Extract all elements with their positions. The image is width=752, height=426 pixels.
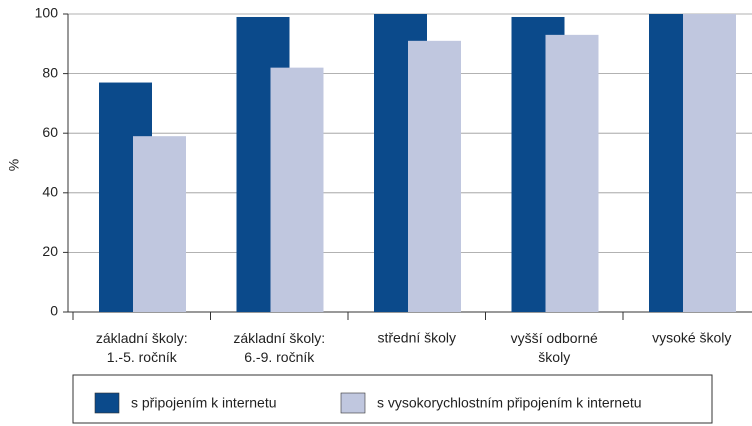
bar <box>133 136 186 312</box>
x-tick-label: vyšší odborné školy <box>511 330 598 365</box>
legend-label: s vysokorychlostním připojením k interne… <box>377 395 642 411</box>
y-tick-label: 0 <box>50 303 58 319</box>
y-tick-label: 80 <box>42 64 58 80</box>
legend-box <box>72 374 713 424</box>
y-tick-label: 100 <box>35 5 59 21</box>
x-tick-label: základní školy: 6.-9. ročník <box>233 330 325 365</box>
legend-label: s připojením k internetu <box>131 395 277 411</box>
x-tick-label: základní školy: 1.-5. ročník <box>96 330 188 365</box>
y-axis-label: % <box>6 159 22 171</box>
y-tick-label: 60 <box>42 124 58 140</box>
legend-swatch <box>340 392 366 414</box>
x-tick-label: střední školy <box>377 330 456 346</box>
bar <box>408 40 461 312</box>
y-tick-label: 40 <box>42 184 58 200</box>
bar <box>545 34 599 313</box>
bar <box>270 67 324 312</box>
bar <box>683 14 736 312</box>
legend-swatch <box>94 392 120 414</box>
y-tick-label: 20 <box>42 243 58 259</box>
x-tick-label: vysoké školy <box>652 330 731 346</box>
